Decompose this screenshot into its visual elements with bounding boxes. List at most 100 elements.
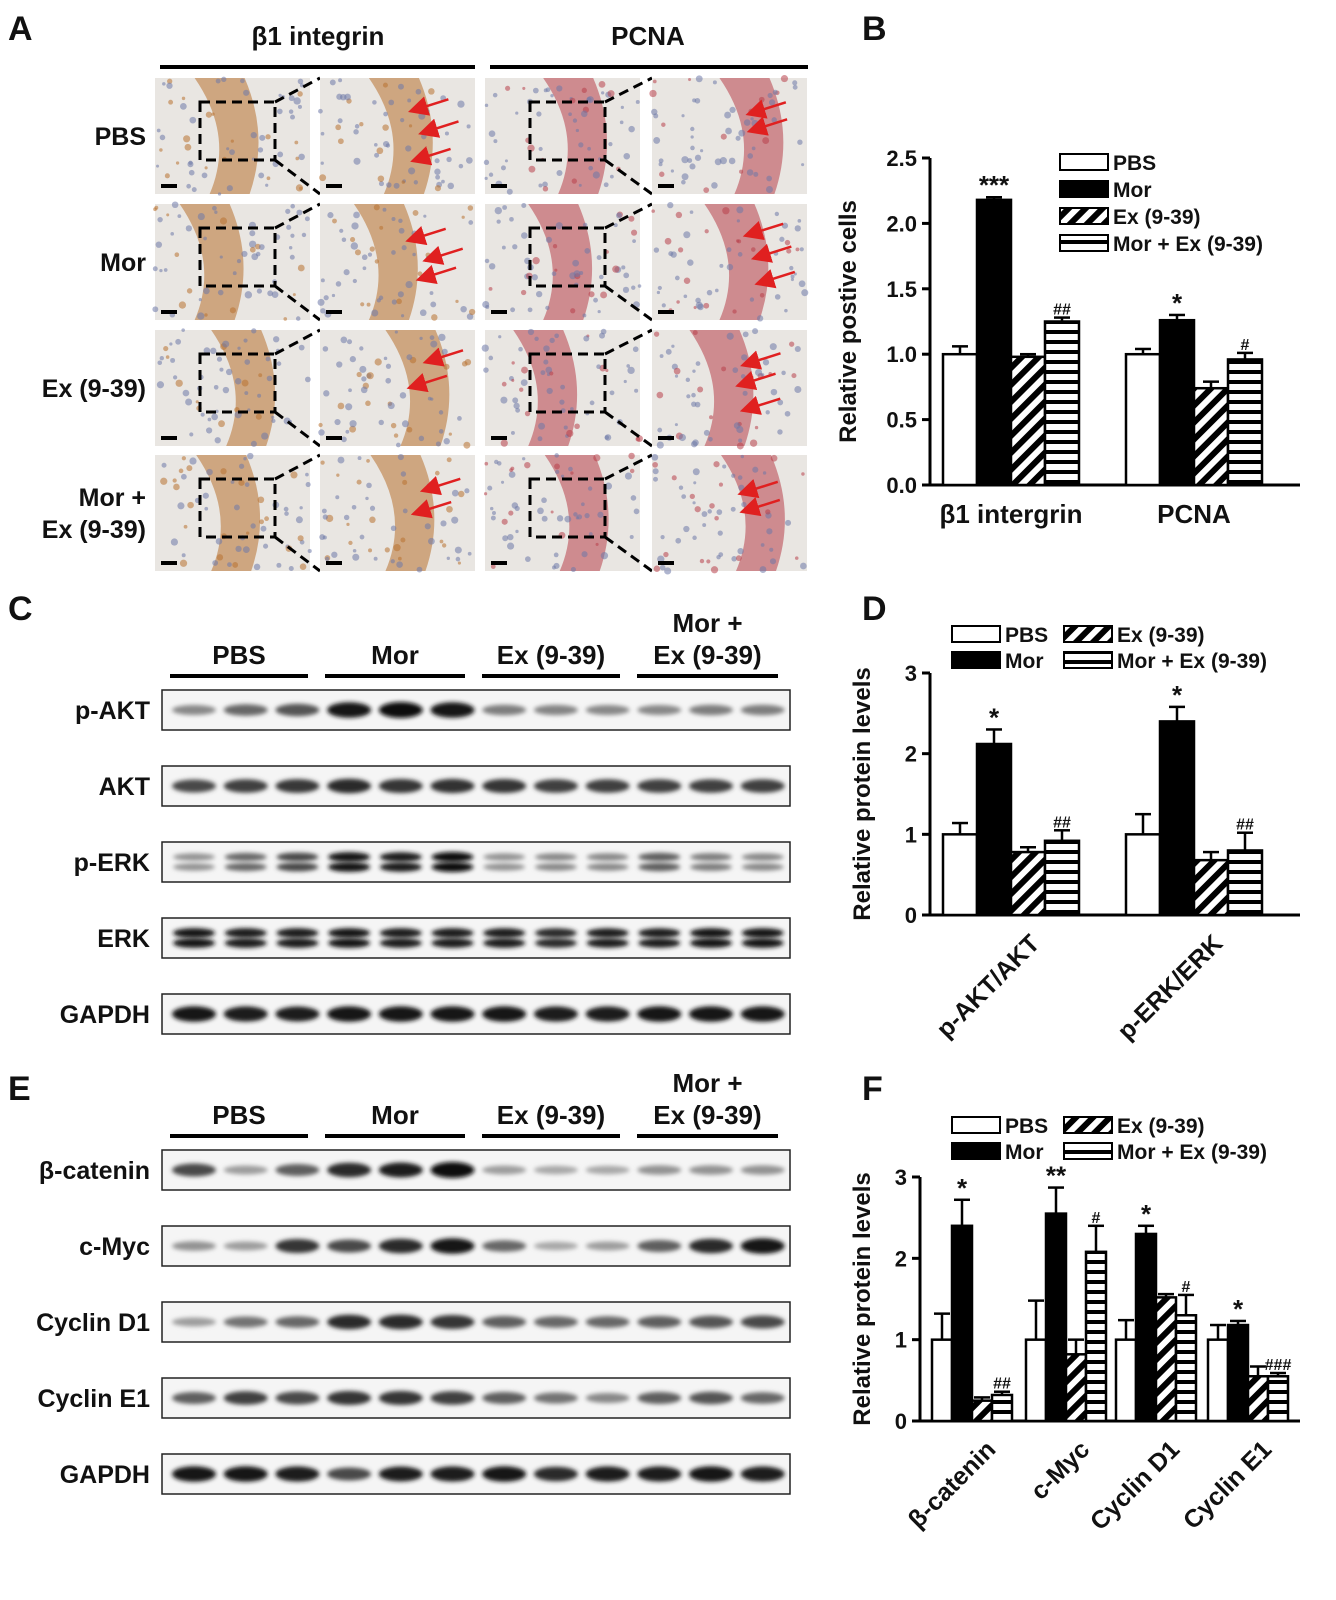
row-label: PBS	[95, 123, 146, 151]
significance-marker: #	[1092, 1210, 1101, 1227]
blot-band	[534, 863, 577, 871]
blot-band	[533, 1316, 578, 1328]
blot-label: p-AKT	[75, 697, 150, 725]
blot-band	[223, 1316, 268, 1328]
blot-band	[224, 938, 267, 948]
micrograph-image	[319, 453, 475, 573]
y-axis-label: Relative protein levels	[849, 667, 876, 920]
blot-band	[378, 1391, 423, 1405]
blot-band	[224, 862, 267, 872]
zoom-guide-line	[604, 410, 653, 448]
blot-band	[328, 928, 371, 938]
blot-band	[740, 704, 785, 716]
blot-band	[637, 1006, 682, 1022]
blot-band	[430, 702, 475, 718]
significance-marker: *	[989, 702, 1000, 732]
blot-band	[327, 1467, 372, 1481]
legend-swatch	[951, 1116, 1001, 1134]
significance-marker: ##	[1053, 814, 1071, 831]
blot-band	[379, 852, 422, 862]
bar	[1226, 358, 1264, 487]
blot-band	[276, 938, 319, 948]
blot-band	[224, 852, 267, 862]
zoom-inset-box	[528, 352, 607, 414]
red-arrow-icon	[422, 347, 464, 367]
blot-band	[172, 705, 216, 715]
bar	[1206, 1338, 1230, 1423]
legend-label: PBS	[1005, 1115, 1048, 1138]
blot-label: ERK	[97, 925, 150, 953]
legend-label: PBS	[1005, 624, 1048, 647]
legend-swatch	[1063, 1116, 1113, 1134]
blot-band	[534, 928, 577, 938]
blot-band	[585, 705, 630, 715]
legend-swatch	[951, 1142, 1001, 1160]
red-arrow-icon	[750, 243, 792, 263]
blot-band	[173, 928, 215, 938]
blot-band	[275, 1006, 320, 1022]
micrograph-image	[155, 328, 311, 447]
blot-band	[430, 778, 475, 794]
x-tick-label: PCNA	[1157, 499, 1231, 529]
blot-label: β-catenin	[39, 1157, 150, 1185]
red-arrow-icon	[745, 99, 787, 119]
blot-band	[378, 779, 423, 793]
blot-band	[482, 704, 527, 716]
significance-marker: ###	[1265, 1357, 1292, 1374]
red-arrow-icon	[410, 146, 451, 166]
blot-band	[637, 1165, 682, 1175]
zoom-guide-line	[274, 76, 321, 104]
blot-band	[638, 862, 681, 872]
blot-band	[689, 704, 733, 716]
blot-band	[223, 704, 268, 716]
significance-marker: *	[1172, 288, 1183, 318]
blot-band	[223, 1165, 268, 1175]
blot-band	[276, 928, 319, 938]
zoom-guide-line	[274, 284, 321, 322]
blot-membrane	[161, 765, 791, 807]
red-arrow-icon	[410, 499, 452, 519]
bar	[930, 1338, 954, 1423]
blot-band	[328, 852, 371, 862]
blot-band	[223, 1241, 268, 1251]
significance-marker: #	[1182, 1279, 1191, 1296]
blot-band	[275, 1164, 320, 1176]
bar	[941, 352, 979, 487]
blot-label: p-ERK	[74, 849, 150, 877]
y-tick-label: 3	[905, 661, 917, 686]
blot-band	[740, 1238, 785, 1254]
blot-band	[741, 928, 784, 938]
significance-marker: ##	[1053, 302, 1071, 319]
micrograph-image	[649, 75, 807, 194]
blot-band	[172, 1006, 216, 1022]
red-arrow-icon	[422, 245, 464, 265]
blot-band	[327, 1006, 372, 1022]
red-arrow-icon	[740, 350, 781, 370]
blot-band	[378, 1006, 423, 1022]
blot-band	[534, 938, 577, 948]
red-arrow-icon	[754, 269, 796, 289]
blot-band	[533, 704, 578, 716]
legend-label: Mor	[1113, 179, 1152, 202]
blot-band	[223, 779, 268, 793]
blot-band	[483, 938, 526, 948]
panel-letter-f: F	[862, 1070, 883, 1108]
blot-band	[741, 938, 784, 948]
blot-band	[585, 1165, 630, 1175]
bar	[1192, 386, 1230, 487]
blot-membrane	[161, 841, 791, 883]
blot-band	[378, 1238, 423, 1254]
panel-letter-c: C	[8, 590, 33, 628]
western-blot-panel-e: PBS Mor Ex (9-39)Mor +Ex (9-39)β-cateninc-…	[36, 1068, 791, 1495]
blot-membrane	[161, 917, 791, 959]
significance-marker: **	[1046, 1161, 1067, 1191]
blot-band	[689, 779, 733, 793]
red-arrow-icon	[405, 226, 447, 246]
blot-band	[327, 1391, 372, 1405]
x-tick-label: β1 intergrin	[940, 499, 1083, 529]
bar	[1124, 833, 1162, 917]
micrograph-image	[482, 203, 642, 320]
blot-band	[690, 853, 732, 861]
significance-marker: *	[1233, 1294, 1244, 1324]
